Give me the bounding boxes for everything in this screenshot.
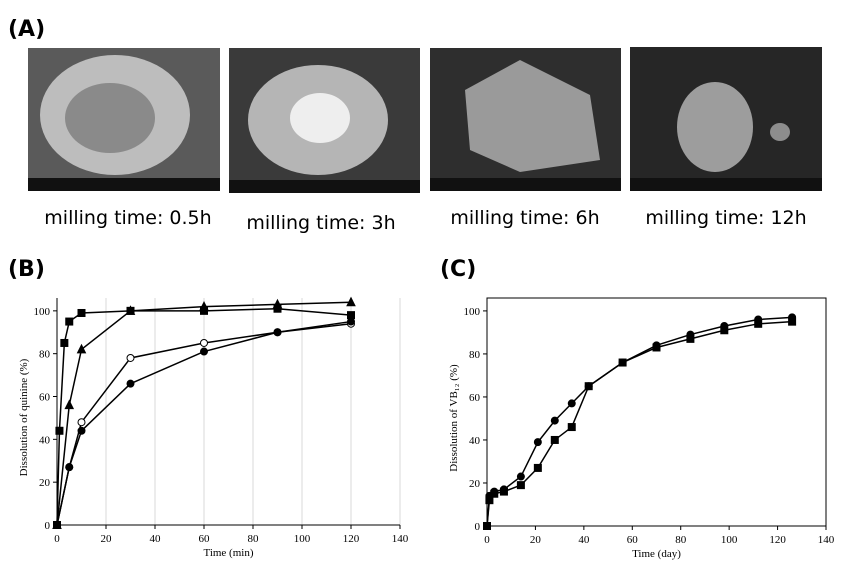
caption: milling time: 12h [645, 207, 806, 229]
marker [788, 317, 797, 326]
marker [550, 416, 559, 425]
y-tick-label: 100 [464, 306, 481, 318]
marker [64, 399, 75, 410]
y-tick-label: 0 [45, 520, 51, 532]
marker [516, 472, 525, 481]
x-tick-label: 20 [530, 534, 542, 546]
x-tick-label: 60 [199, 533, 211, 545]
series-line [486, 320, 793, 527]
y-axis-label: Dissolution of quinine (%) [18, 358, 30, 476]
particle [770, 123, 790, 141]
marker [77, 426, 86, 435]
marker [65, 317, 74, 326]
marker [53, 521, 61, 529]
marker [720, 326, 729, 335]
y-tick-label: 40 [469, 435, 481, 447]
panel-label: (B) [8, 257, 45, 282]
marker [347, 317, 355, 326]
y-tick-label: 20 [39, 477, 51, 489]
panel-label: (A) [8, 17, 45, 42]
marker [754, 319, 763, 328]
sem-images [28, 47, 822, 193]
marker [550, 435, 559, 444]
y-tick-label: 60 [469, 392, 481, 404]
marker [485, 496, 494, 505]
marker [76, 343, 87, 354]
scale-strip [630, 178, 822, 191]
marker [533, 438, 542, 447]
marker [533, 463, 542, 472]
y-tick-label: 20 [469, 478, 481, 490]
x-axis-label: Time (min) [203, 547, 253, 559]
x-tick-label: 20 [101, 533, 113, 545]
caption: milling time: 0.5h [44, 207, 211, 229]
series-line [486, 316, 793, 527]
marker [567, 423, 576, 432]
scale-strip [28, 178, 220, 191]
marker [272, 298, 283, 309]
particle [65, 83, 155, 153]
y-tick-label: 100 [34, 306, 51, 318]
marker [55, 426, 64, 435]
y-tick-label: 40 [39, 434, 51, 446]
marker [490, 489, 499, 498]
y-tick-label: 80 [39, 349, 51, 361]
particle [677, 82, 753, 172]
x-tick-label: 60 [627, 534, 639, 546]
x-tick-label: 40 [578, 534, 590, 546]
panel-label: (C) [440, 257, 476, 282]
y-tick-label: 0 [475, 521, 481, 533]
y-tick-label: 80 [469, 349, 481, 361]
scale-strip [430, 178, 621, 191]
x-axis-label: Time (day) [632, 548, 681, 560]
marker [652, 343, 661, 352]
x-tick-label: 0 [484, 534, 490, 546]
marker [125, 305, 136, 315]
marker [65, 463, 74, 472]
x-tick-label: 100 [721, 534, 738, 546]
x-tick-label: 140 [818, 534, 835, 546]
marker [126, 353, 135, 362]
x-tick-label: 80 [248, 533, 260, 545]
y-tick-label: 60 [39, 392, 51, 404]
x-tick-label: 80 [675, 534, 687, 546]
x-tick-label: 140 [392, 533, 409, 545]
x-tick-label: 0 [54, 533, 60, 545]
marker [499, 487, 508, 496]
marker [60, 338, 69, 347]
x-tick-label: 40 [150, 533, 162, 545]
marker [584, 382, 593, 391]
x-tick-label: 120 [343, 533, 360, 545]
caption: milling time: 3h [246, 212, 395, 234]
marker [77, 308, 86, 317]
marker [516, 481, 525, 490]
marker [686, 334, 695, 343]
y-axis-label: Dissolution of VB₁₂ (%) [448, 364, 460, 472]
x-tick-label: 100 [294, 533, 311, 545]
marker [200, 338, 208, 347]
particle [465, 60, 600, 172]
marker [199, 300, 209, 311]
marker [567, 399, 576, 408]
marker [346, 296, 356, 307]
marker [273, 328, 282, 337]
scale-strip [229, 180, 420, 193]
marker [126, 379, 135, 388]
caption: milling time: 6h [450, 207, 599, 229]
marker [77, 418, 86, 427]
marker [483, 522, 491, 530]
frame [486, 297, 827, 527]
marker [618, 358, 627, 367]
particle [290, 93, 350, 143]
x-tick-label: 120 [769, 534, 786, 546]
marker [200, 347, 208, 356]
